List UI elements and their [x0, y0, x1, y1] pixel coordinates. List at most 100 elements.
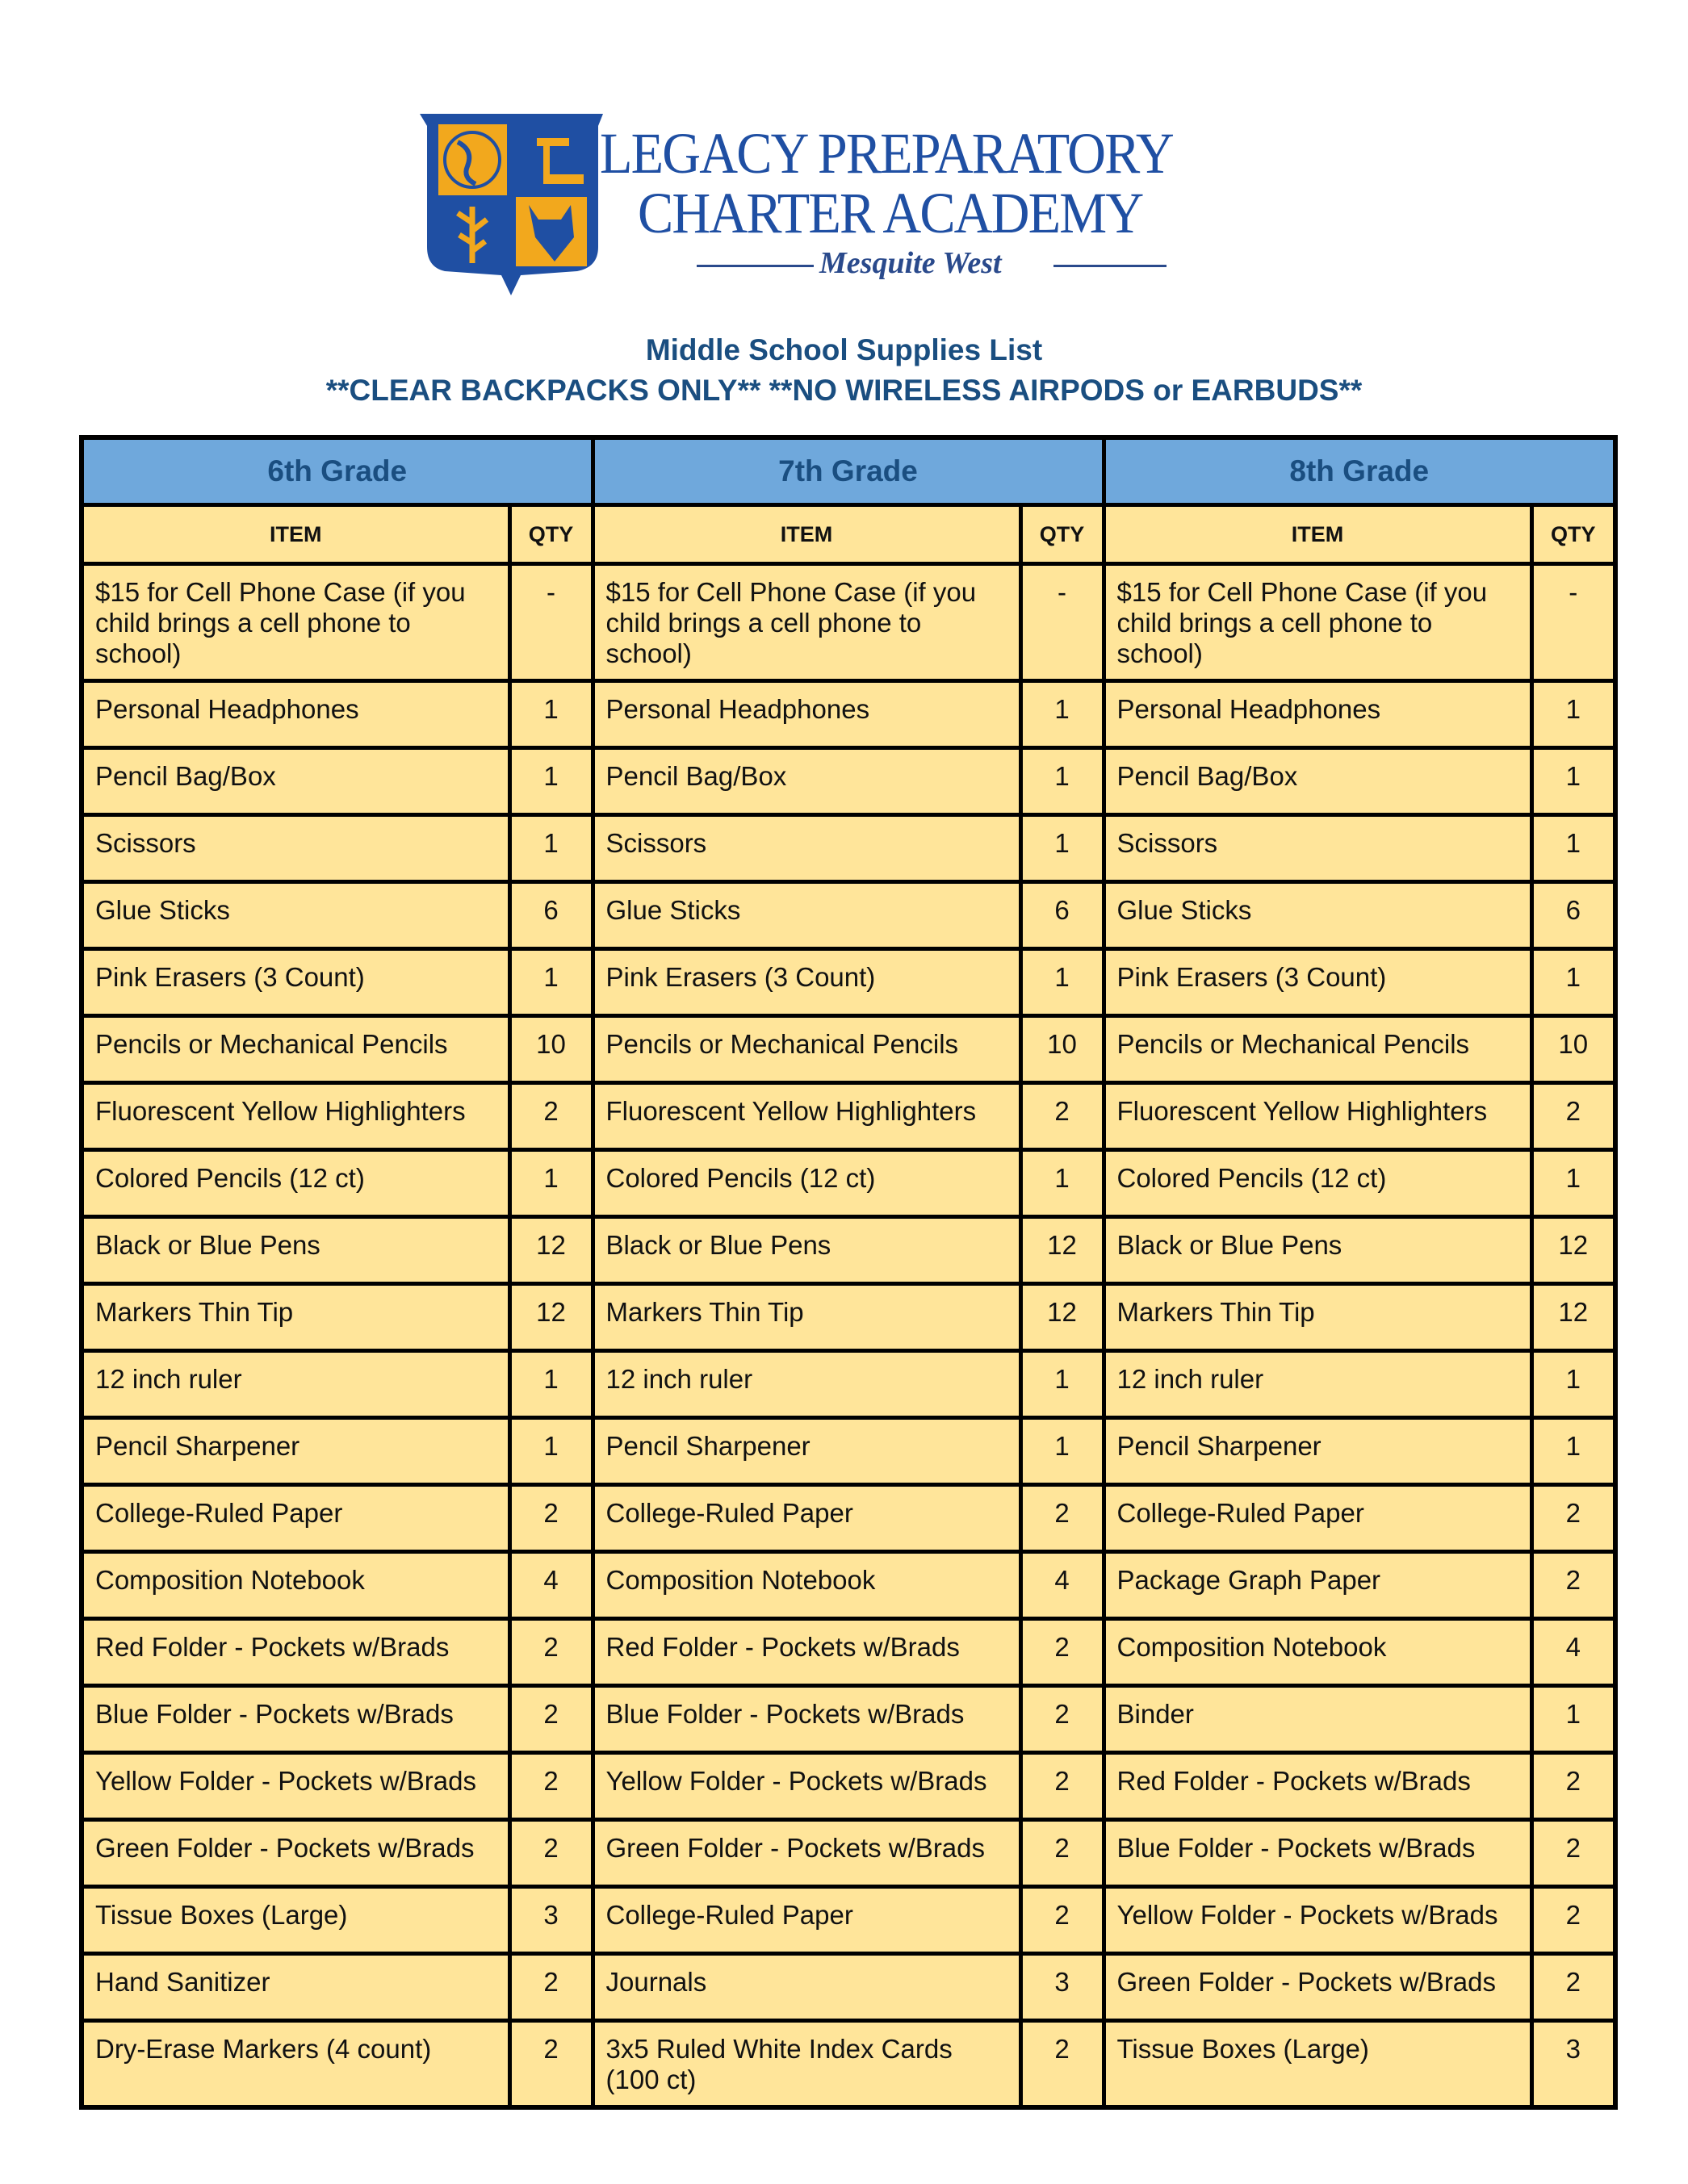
table-row: Glue Sticks 6 Glue Sticks 6 Glue Sticks 6: [79, 880, 1618, 951]
logo-line-1: LEGACY PREPARATORY: [600, 121, 1175, 186]
qty-cell: 2: [1529, 1751, 1618, 1822]
item-cell: Dry-Erase Markers (4 count): [79, 2019, 512, 2110]
qty-cell: 10: [1529, 1014, 1618, 1085]
table-row: Colored Pencils (12 ct) 1 Colored Pencils …: [79, 1148, 1618, 1219]
item-cell: Fluorescent Yellow Highlighters: [590, 1081, 1023, 1152]
qty-cell: 1: [1529, 746, 1618, 817]
table-row: Dry-Erase Markers (4 count) 2 3x5 Ruled Wh…: [79, 2019, 1618, 2110]
qty-cell: 1: [1018, 1148, 1106, 1219]
item-cell: Tissue Boxes (Large): [1101, 2019, 1534, 2110]
item-cell: Yellow Folder - Pockets w/Brads: [590, 1751, 1023, 1822]
item-cell: Markers Thin Tip: [79, 1282, 512, 1353]
item-cell: Pencil Bag/Box: [1101, 746, 1534, 817]
item-cell: 12 inch ruler: [590, 1349, 1023, 1420]
qty-cell: -: [1529, 562, 1618, 683]
item-cell: $15 for Cell Phone Case (if you child br…: [79, 562, 512, 683]
item-cell: Black or Blue Pens: [79, 1215, 512, 1286]
qty-cell: 1: [1529, 1148, 1618, 1219]
item-cell: Composition Notebook: [590, 1550, 1023, 1621]
item-cell: College-Ruled Paper: [1101, 1483, 1534, 1554]
item-cell: Blue Folder - Pockets w/Brads: [590, 1684, 1023, 1755]
qty-cell: 1: [1529, 1684, 1618, 1755]
item-cell: College-Ruled Paper: [79, 1483, 512, 1554]
table-row: Personal Headphones 1 Personal Headphones 1…: [79, 679, 1618, 750]
qty-cell: 4: [507, 1550, 595, 1621]
item-cell: Black or Blue Pens: [590, 1215, 1023, 1286]
qty-cell: 2: [1529, 1952, 1618, 2023]
qty-cell: 2: [1018, 1617, 1106, 1688]
item-cell: Pencil Sharpener: [1101, 1416, 1534, 1487]
qty-cell: 2: [507, 1818, 595, 1889]
qty-cell: 1: [507, 947, 595, 1018]
table-row: Tissue Boxes (Large) 3 College-Ruled Paper…: [79, 1885, 1618, 1956]
item-cell: Fluorescent Yellow Highlighters: [1101, 1081, 1534, 1152]
qty-cell: -: [1018, 562, 1106, 683]
qty-cell: 2: [1018, 1081, 1106, 1152]
qty-cell: 2: [1529, 1081, 1618, 1152]
column-header-row: ITEM QTY ITEM QTY ITEM QTY: [79, 503, 1618, 566]
item-cell: Tissue Boxes (Large): [79, 1885, 512, 1956]
qty-cell: 12: [1529, 1282, 1618, 1353]
table-row: Green Folder - Pockets w/Brads 2 Green Fol…: [79, 1818, 1618, 1889]
qty-cell: 1: [507, 746, 595, 817]
item-cell: Colored Pencils (12 ct): [79, 1148, 512, 1219]
qty-cell: 12: [507, 1282, 595, 1353]
qty-cell: 2: [1529, 1885, 1618, 1956]
qty-cell: 3: [1529, 2019, 1618, 2110]
qty-cell: 12: [507, 1215, 595, 1286]
qty-cell: 2: [1018, 2019, 1106, 2110]
qty-cell: 1: [1529, 947, 1618, 1018]
notice-text: **CLEAR BACKPACKS ONLY** **NO WIRELESS A…: [325, 374, 1363, 407]
qty-cell: 1: [1529, 1416, 1618, 1487]
logo-rule-left: [697, 265, 814, 267]
item-cell: Pink Erasers (3 Count): [1101, 947, 1534, 1018]
qty-cell: 2: [507, 1081, 595, 1152]
item-header: ITEM: [79, 503, 512, 566]
qty-cell: 1: [1529, 679, 1618, 750]
qty-cell: 2: [507, 1751, 595, 1822]
qty-cell: 1: [507, 679, 595, 750]
qty-cell: 1: [1018, 1416, 1106, 1487]
table-row: Fluorescent Yellow Highlighters 2 Fluoresc…: [79, 1081, 1618, 1152]
qty-cell: 10: [1018, 1014, 1106, 1085]
table-row: 12 inch ruler 1 12 inch ruler 1 12 inch rule…: [79, 1349, 1618, 1420]
item-cell: $15 for Cell Phone Case (if you child br…: [590, 562, 1023, 683]
item-cell: 3x5 Ruled White Index Cards (100 ct): [590, 2019, 1023, 2110]
qty-cell: 2: [1018, 1751, 1106, 1822]
qty-header: QTY: [1018, 503, 1106, 566]
qty-cell: 1: [1529, 1349, 1618, 1420]
item-cell: Pencils or Mechanical Pencils: [590, 1014, 1023, 1085]
qty-cell: -: [507, 562, 595, 683]
qty-cell: 1: [1018, 1349, 1106, 1420]
item-cell: Black or Blue Pens: [1101, 1215, 1534, 1286]
item-cell: College-Ruled Paper: [590, 1885, 1023, 1956]
qty-cell: 1: [507, 1349, 595, 1420]
item-cell: Red Folder - Pockets w/Brads: [590, 1617, 1023, 1688]
item-cell: Green Folder - Pockets w/Brads: [590, 1818, 1023, 1889]
grade-header-6: 6th Grade: [79, 435, 595, 507]
table-row: Pink Erasers (3 Count) 1 Pink Erasers (3 C…: [79, 947, 1618, 1018]
item-header: ITEM: [590, 503, 1023, 566]
qty-cell: 2: [1018, 1684, 1106, 1755]
item-cell: Personal Headphones: [1101, 679, 1534, 750]
page-title: Middle School Supplies List: [645, 333, 1043, 366]
item-cell: Fluorescent Yellow Highlighters: [79, 1081, 512, 1152]
qty-cell: 1: [1529, 813, 1618, 884]
item-cell: Blue Folder - Pockets w/Brads: [1101, 1818, 1534, 1889]
qty-cell: 12: [1018, 1282, 1106, 1353]
item-cell: Package Graph Paper: [1101, 1550, 1534, 1621]
qty-cell: 3: [1018, 1952, 1106, 2023]
item-cell: Composition Notebook: [1101, 1617, 1534, 1688]
table-row: Yellow Folder - Pockets w/Brads 2 Yellow F…: [79, 1751, 1618, 1822]
qty-cell: 2: [507, 1483, 595, 1554]
item-cell: Yellow Folder - Pockets w/Brads: [79, 1751, 512, 1822]
table-row: Red Folder - Pockets w/Brads 2 Red Folder …: [79, 1617, 1618, 1688]
item-cell: 12 inch ruler: [1101, 1349, 1534, 1420]
qty-cell: 2: [507, 1617, 595, 1688]
school-logo: LEGACY PREPARATORY CHARTER ACADEMY Mesqu…: [416, 110, 1271, 299]
item-cell: Pencils or Mechanical Pencils: [1101, 1014, 1534, 1085]
qty-cell: 2: [507, 1684, 595, 1755]
qty-cell: 1: [507, 1148, 595, 1219]
item-cell: Personal Headphones: [79, 679, 512, 750]
item-cell: Scissors: [1101, 813, 1534, 884]
